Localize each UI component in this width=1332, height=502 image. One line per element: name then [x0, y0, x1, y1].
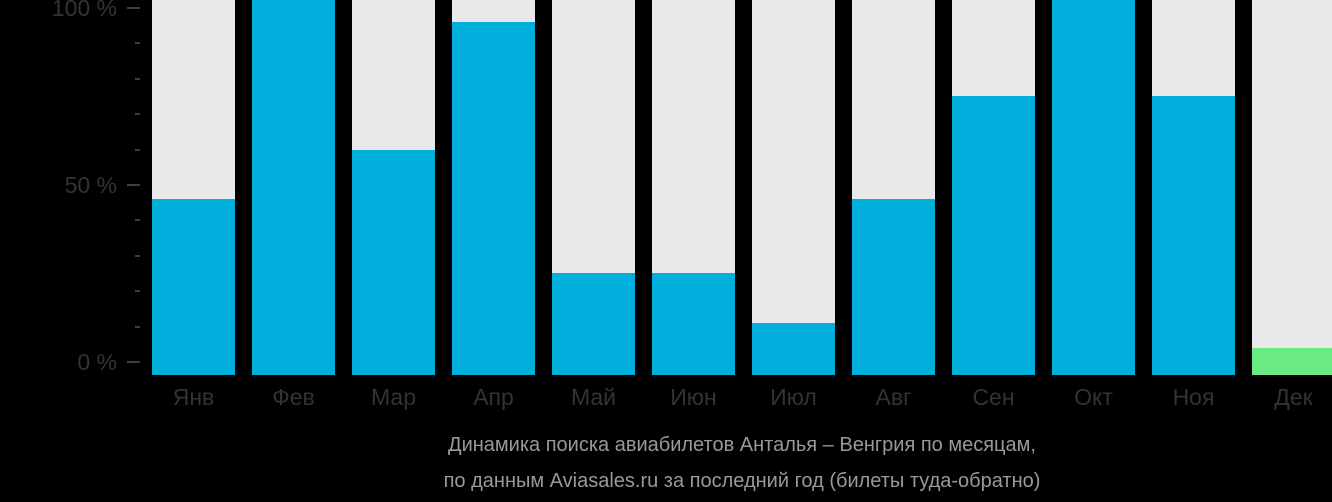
y-minor-tick [135, 42, 140, 44]
y-major-tick [127, 184, 140, 186]
bar-fill [452, 22, 535, 375]
bar-track [952, 0, 1035, 375]
bar-track [1252, 0, 1332, 375]
y-major-tick [127, 361, 140, 363]
y-major-tick [127, 7, 140, 9]
x-tick-label: Авг [875, 384, 912, 410]
x-tick-label: Июн [670, 384, 717, 410]
bar-fill [252, 0, 335, 375]
bar-fill [652, 273, 735, 375]
x-tick-label: Май [570, 384, 617, 410]
bar-track [752, 0, 835, 375]
bar-track [852, 0, 935, 375]
bar-track [352, 0, 435, 375]
bar-fill [552, 273, 635, 375]
bar-fill [1152, 96, 1235, 375]
x-tick-label: Ноя [1172, 384, 1215, 410]
y-minor-tick [135, 290, 140, 292]
y-minor-tick [135, 149, 140, 151]
bar-fill [352, 150, 435, 375]
x-tick-label: Дек [1274, 384, 1313, 410]
y-minor-tick [135, 113, 140, 115]
y-minor-tick [135, 326, 140, 328]
x-tick-label: Окт [1074, 384, 1113, 410]
bar-fill [752, 323, 835, 375]
x-tick-label: Фев [272, 384, 315, 410]
x-tick-label: Сен [972, 384, 1015, 410]
y-tick-label: 100 % [51, 0, 117, 21]
bar-track [252, 0, 335, 375]
bar-fill [152, 199, 235, 375]
bar-fill [852, 199, 935, 375]
bar-track [152, 0, 235, 375]
bar-track [452, 0, 535, 375]
bar-fill [1052, 0, 1135, 375]
bar-fill [952, 96, 1035, 375]
x-tick-label: Мар [370, 384, 416, 410]
bar-track [1052, 0, 1135, 375]
bar-track [652, 0, 735, 375]
x-tick-label: Июл [770, 384, 817, 410]
y-tick-label: 50 % [64, 172, 117, 198]
y-minor-tick [135, 219, 140, 221]
y-minor-tick [135, 78, 140, 80]
chart-title: Динамика поиска авиабилетов Анталья – Ве… [448, 434, 1036, 456]
bar-track [1152, 0, 1235, 375]
x-tick-label: Апр [473, 384, 514, 410]
bar-track [552, 0, 635, 375]
chart-subtitle: по данным Aviasales.ru за последний год … [443, 470, 1041, 492]
bar-fill-highlighted [1252, 348, 1332, 375]
y-tick-label: 0 % [77, 349, 117, 375]
y-minor-tick [135, 255, 140, 257]
x-tick-label: Янв [172, 384, 215, 410]
